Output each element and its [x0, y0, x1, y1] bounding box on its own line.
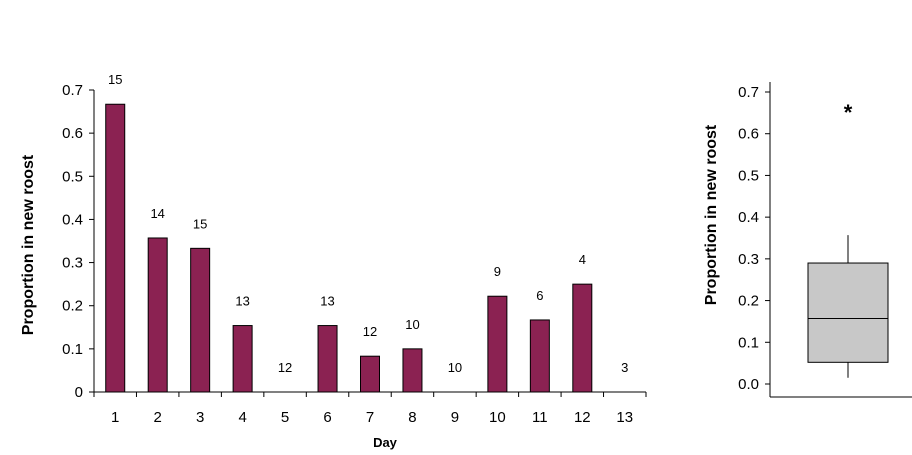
- x-tick-label: 10: [489, 409, 506, 426]
- bar: [402, 348, 423, 393]
- y-tick-label: 0.6: [738, 126, 759, 143]
- box-plot: Proportion in new roost 0.0 0.1 0.2 0.3 0.4 0…: [703, 82, 912, 398]
- x-tick-label: 5: [281, 409, 289, 426]
- bar: [190, 247, 211, 393]
- y-tick-label: 0.0: [738, 376, 759, 393]
- bar-data-label: 3: [621, 360, 628, 375]
- bar-data-label: 15: [108, 72, 122, 87]
- bar: [572, 283, 593, 393]
- bar-data-label: 14: [150, 206, 164, 221]
- bar-data-label: 12: [278, 360, 292, 375]
- bar-data-label: 6: [536, 288, 543, 303]
- x-tick-label: 4: [238, 409, 246, 426]
- x-tick-label: 3: [196, 409, 204, 426]
- y-tick-label: 0.5: [62, 168, 83, 185]
- bar: [147, 237, 168, 393]
- y-tick-label: 0.3: [62, 255, 83, 272]
- y-tick-label: 0.4: [738, 209, 759, 226]
- y-tick-label: 0: [75, 384, 83, 401]
- bar-data-label: 12: [363, 324, 377, 339]
- x-tick-label: 1: [111, 409, 119, 426]
- bar: [487, 295, 508, 393]
- bar-data-label: 13: [320, 294, 334, 309]
- x-tick-label: 2: [154, 409, 162, 426]
- bar: [317, 325, 338, 393]
- bar: [360, 355, 380, 393]
- bar-chart-x-axis-label: Day: [373, 435, 398, 450]
- outlier-marker: *: [844, 100, 853, 125]
- y-tick-label: 0.2: [62, 298, 83, 315]
- x-tick-label: 6: [323, 409, 331, 426]
- box-plot-y-axis-label: Proportion in new roost: [703, 124, 720, 305]
- bar-data-label: 10: [448, 360, 462, 375]
- bar-data-label: 10: [405, 317, 419, 332]
- y-tick-label: 0.2: [738, 293, 759, 310]
- bar-data-label: 9: [494, 264, 501, 279]
- y-tick-label: 0.4: [62, 211, 83, 228]
- x-tick-label: 8: [408, 409, 416, 426]
- bar-chart-y-axis-label: Proportion in new roost: [20, 154, 37, 335]
- y-tick-label: 0.1: [738, 334, 759, 351]
- box: [807, 262, 889, 363]
- y-tick-label: 0.5: [738, 167, 759, 184]
- y-tick-label: 0.7: [62, 82, 83, 99]
- bar: [232, 325, 253, 393]
- x-tick-label: 13: [616, 409, 633, 426]
- y-tick-label: 0.7: [738, 84, 759, 101]
- bar-chart: Proportion in new roost Day 0 0.1 0.2 0.3 0.…: [20, 72, 647, 450]
- x-tick-label: 12: [574, 409, 591, 426]
- bar-data-label: 13: [235, 294, 249, 309]
- x-tick-label: 11: [532, 409, 548, 426]
- y-tick-label: 0.6: [62, 125, 83, 142]
- bar-data-label: 4: [579, 252, 586, 267]
- x-tick-label: 7: [366, 409, 374, 426]
- y-tick-label: 0.1: [62, 341, 83, 358]
- y-tick-label: 0.3: [738, 251, 759, 268]
- bar: [105, 103, 126, 393]
- bar-data-label: 15: [193, 216, 207, 231]
- bar: [529, 319, 550, 393]
- x-tick-label: 9: [451, 409, 459, 426]
